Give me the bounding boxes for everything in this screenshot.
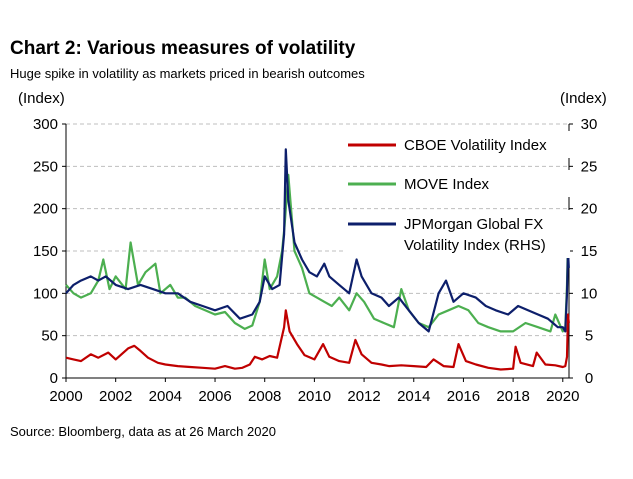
right-axis-unit: (Index) — [560, 90, 607, 107]
left-y-tick-label: 150 — [33, 243, 58, 260]
source-note: Source: Bloomberg, data as at 26 March 2… — [10, 424, 276, 439]
right-y-tick-label: 0 — [585, 370, 593, 387]
legend-label: JPMorgan Global FX Volatility Index (RHS) — [404, 216, 546, 254]
left-y-tick-label: 0 — [50, 370, 58, 387]
x-tick-label: 2010 — [298, 388, 331, 405]
x-tick-label: 2012 — [347, 388, 380, 405]
right-y-tick-label: 20 — [581, 201, 598, 218]
axes: 0 50 100 150 200 250 300 0 5 10 15 20 25 30 2000 2002 20… — [33, 116, 597, 405]
series-line-1 — [65, 173, 570, 333]
left-axis-unit: (Index) — [18, 90, 65, 107]
x-tick-label: 2016 — [447, 388, 480, 405]
left-y-tick-label: 200 — [33, 201, 58, 218]
series-line-2 — [65, 148, 570, 333]
legend-label: MOVE Index — [404, 176, 490, 193]
x-tick-label: 2006 — [198, 388, 231, 405]
chart-subtitle: Huge spike in volatility as markets pric… — [10, 66, 365, 81]
x-tick-label: 2004 — [149, 388, 182, 405]
series-line-0 — [65, 309, 570, 371]
x-tick-label: 2020 — [546, 388, 579, 405]
right-y-tick-label: 30 — [581, 116, 598, 133]
series-group — [65, 148, 570, 371]
x-tick-label: 2002 — [99, 388, 132, 405]
x-tick-label: 2000 — [49, 388, 82, 405]
x-tick-label: 2014 — [397, 388, 430, 405]
x-tick-label: 2018 — [496, 388, 529, 405]
right-y-tick-label: 10 — [581, 285, 598, 302]
left-y-tick-label: 250 — [33, 158, 58, 175]
legend-background — [344, 210, 570, 258]
chart-title: Chart 2: Various measures of volatility — [10, 38, 356, 59]
left-y-tick-label: 50 — [41, 328, 58, 345]
right-y-tick-label: 15 — [581, 243, 598, 260]
legend: CBOE Volatility Index MOVE Index JPMorgan … — [344, 131, 570, 258]
left-y-tick-label: 300 — [33, 116, 58, 133]
left-y-tick-label: 100 — [33, 285, 58, 302]
legend-label: CBOE Volatility Index — [404, 137, 547, 154]
right-y-tick-label: 25 — [581, 158, 598, 175]
x-tick-label: 2008 — [248, 388, 281, 405]
right-y-tick-label: 5 — [585, 328, 593, 345]
